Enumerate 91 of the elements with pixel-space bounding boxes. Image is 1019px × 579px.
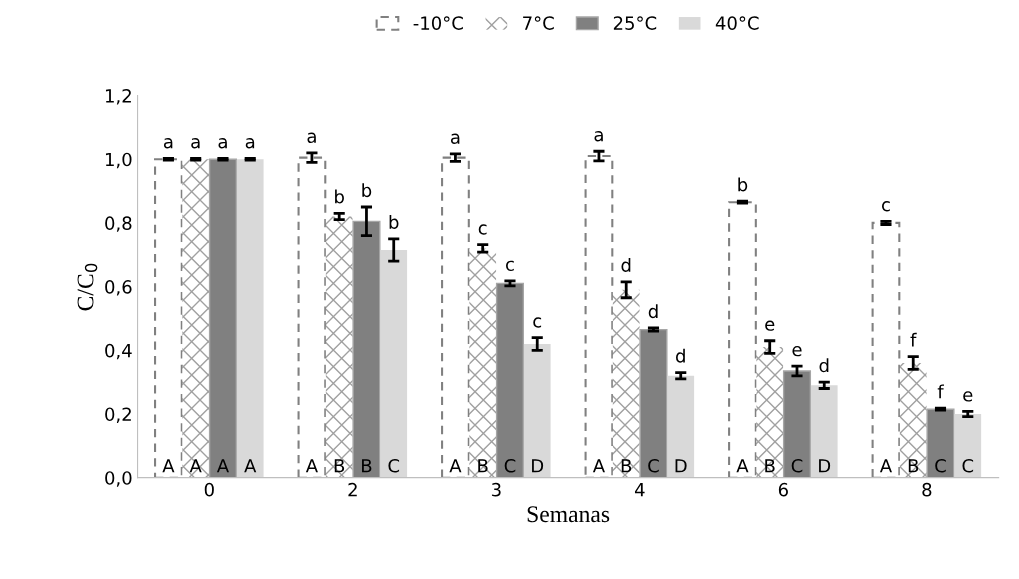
bar <box>441 156 470 478</box>
data-label: a <box>307 132 316 143</box>
bar <box>810 385 838 478</box>
annotation: B <box>765 459 775 473</box>
y-tick-label: 0,2 <box>105 407 131 423</box>
x-tick-label: 4 <box>634 483 645 497</box>
annotation: A <box>449 459 462 473</box>
bar <box>899 363 927 478</box>
y-tick-label: 0,0 <box>105 471 132 487</box>
annotation: A <box>736 459 749 473</box>
data-label: d <box>621 257 631 272</box>
bar <box>639 328 668 478</box>
x-tick-label: 0 <box>204 482 214 497</box>
y-tick-label: 1,0 <box>105 152 132 169</box>
annotation: D <box>532 459 544 473</box>
bar <box>297 156 327 478</box>
data-label: a <box>191 138 200 149</box>
data-label: a <box>450 133 460 144</box>
data-label: d <box>819 358 829 373</box>
annotation: C <box>962 458 974 473</box>
bar <box>182 159 210 478</box>
data-label: c <box>478 224 487 235</box>
data-label: b <box>335 189 344 204</box>
data-label: c <box>533 317 542 328</box>
legend-label: 40°C <box>715 16 759 30</box>
bar <box>584 155 614 478</box>
data-label: f <box>937 384 945 399</box>
x-tick-label: 6 <box>778 482 788 497</box>
bar <box>380 249 408 478</box>
data-label: b <box>389 214 399 229</box>
legend-label: 7°C <box>523 16 554 30</box>
bar <box>782 370 812 478</box>
data-label: c <box>506 260 514 272</box>
data-label: a <box>218 138 227 149</box>
bar <box>926 408 955 478</box>
y-tick-label: 0,8 <box>105 216 132 232</box>
bar <box>154 158 183 478</box>
x-tick-label: 8 <box>922 482 932 497</box>
legend-label: 25°C <box>613 16 657 30</box>
legend-label: -10°C <box>413 16 463 30</box>
y-tick-label: 0,6 <box>105 280 132 296</box>
annotation: C <box>388 458 400 473</box>
bar <box>495 282 525 478</box>
data-label: e <box>963 391 973 402</box>
x-tick-label: 3 <box>491 482 501 497</box>
bar <box>667 375 695 478</box>
bar <box>325 216 353 478</box>
annotation: B <box>478 459 488 473</box>
bar <box>523 343 551 478</box>
data-label: e <box>765 320 775 331</box>
data-label: d <box>676 348 685 363</box>
x-tick-label: 2 <box>348 482 357 497</box>
annotation: A <box>879 459 892 473</box>
data-label: a <box>245 138 255 149</box>
bar <box>612 289 640 478</box>
bar <box>352 220 381 478</box>
annotation: D <box>675 459 687 473</box>
annotation: D <box>819 459 831 473</box>
annotation: C <box>648 458 659 473</box>
annotation: C <box>935 458 946 473</box>
y-tick-label: 1,2 <box>105 88 131 105</box>
annotation: A <box>162 459 175 473</box>
annotation: A <box>244 459 257 473</box>
data-label: a <box>594 131 603 142</box>
annotation: C <box>504 458 516 473</box>
annotation: A <box>305 459 318 473</box>
annotation: A <box>189 459 202 473</box>
data-label: f <box>910 332 917 347</box>
bar <box>469 248 497 478</box>
data-label: e <box>792 345 802 357</box>
bar <box>756 347 784 478</box>
annotation: A <box>592 459 605 473</box>
annotation: B <box>362 459 372 473</box>
annotation: A <box>216 459 229 473</box>
data-label: b <box>738 177 748 192</box>
data-label: a <box>163 138 173 149</box>
data-label: c <box>882 201 890 212</box>
bar <box>236 159 264 478</box>
bar <box>728 201 757 478</box>
x-axis-title: Semanas <box>527 506 610 523</box>
data-label: b <box>362 183 372 198</box>
y-tick-label: 0,4 <box>105 343 132 360</box>
bar <box>208 158 238 478</box>
annotation: B <box>908 459 919 473</box>
bar <box>954 413 982 478</box>
y-axis-title: C/C$_{0}$ <box>77 263 98 311</box>
data-label: d <box>648 304 658 319</box>
annotation: B <box>621 459 632 473</box>
annotation: C <box>791 458 803 473</box>
annotation: B <box>334 459 345 473</box>
bar <box>871 221 901 478</box>
